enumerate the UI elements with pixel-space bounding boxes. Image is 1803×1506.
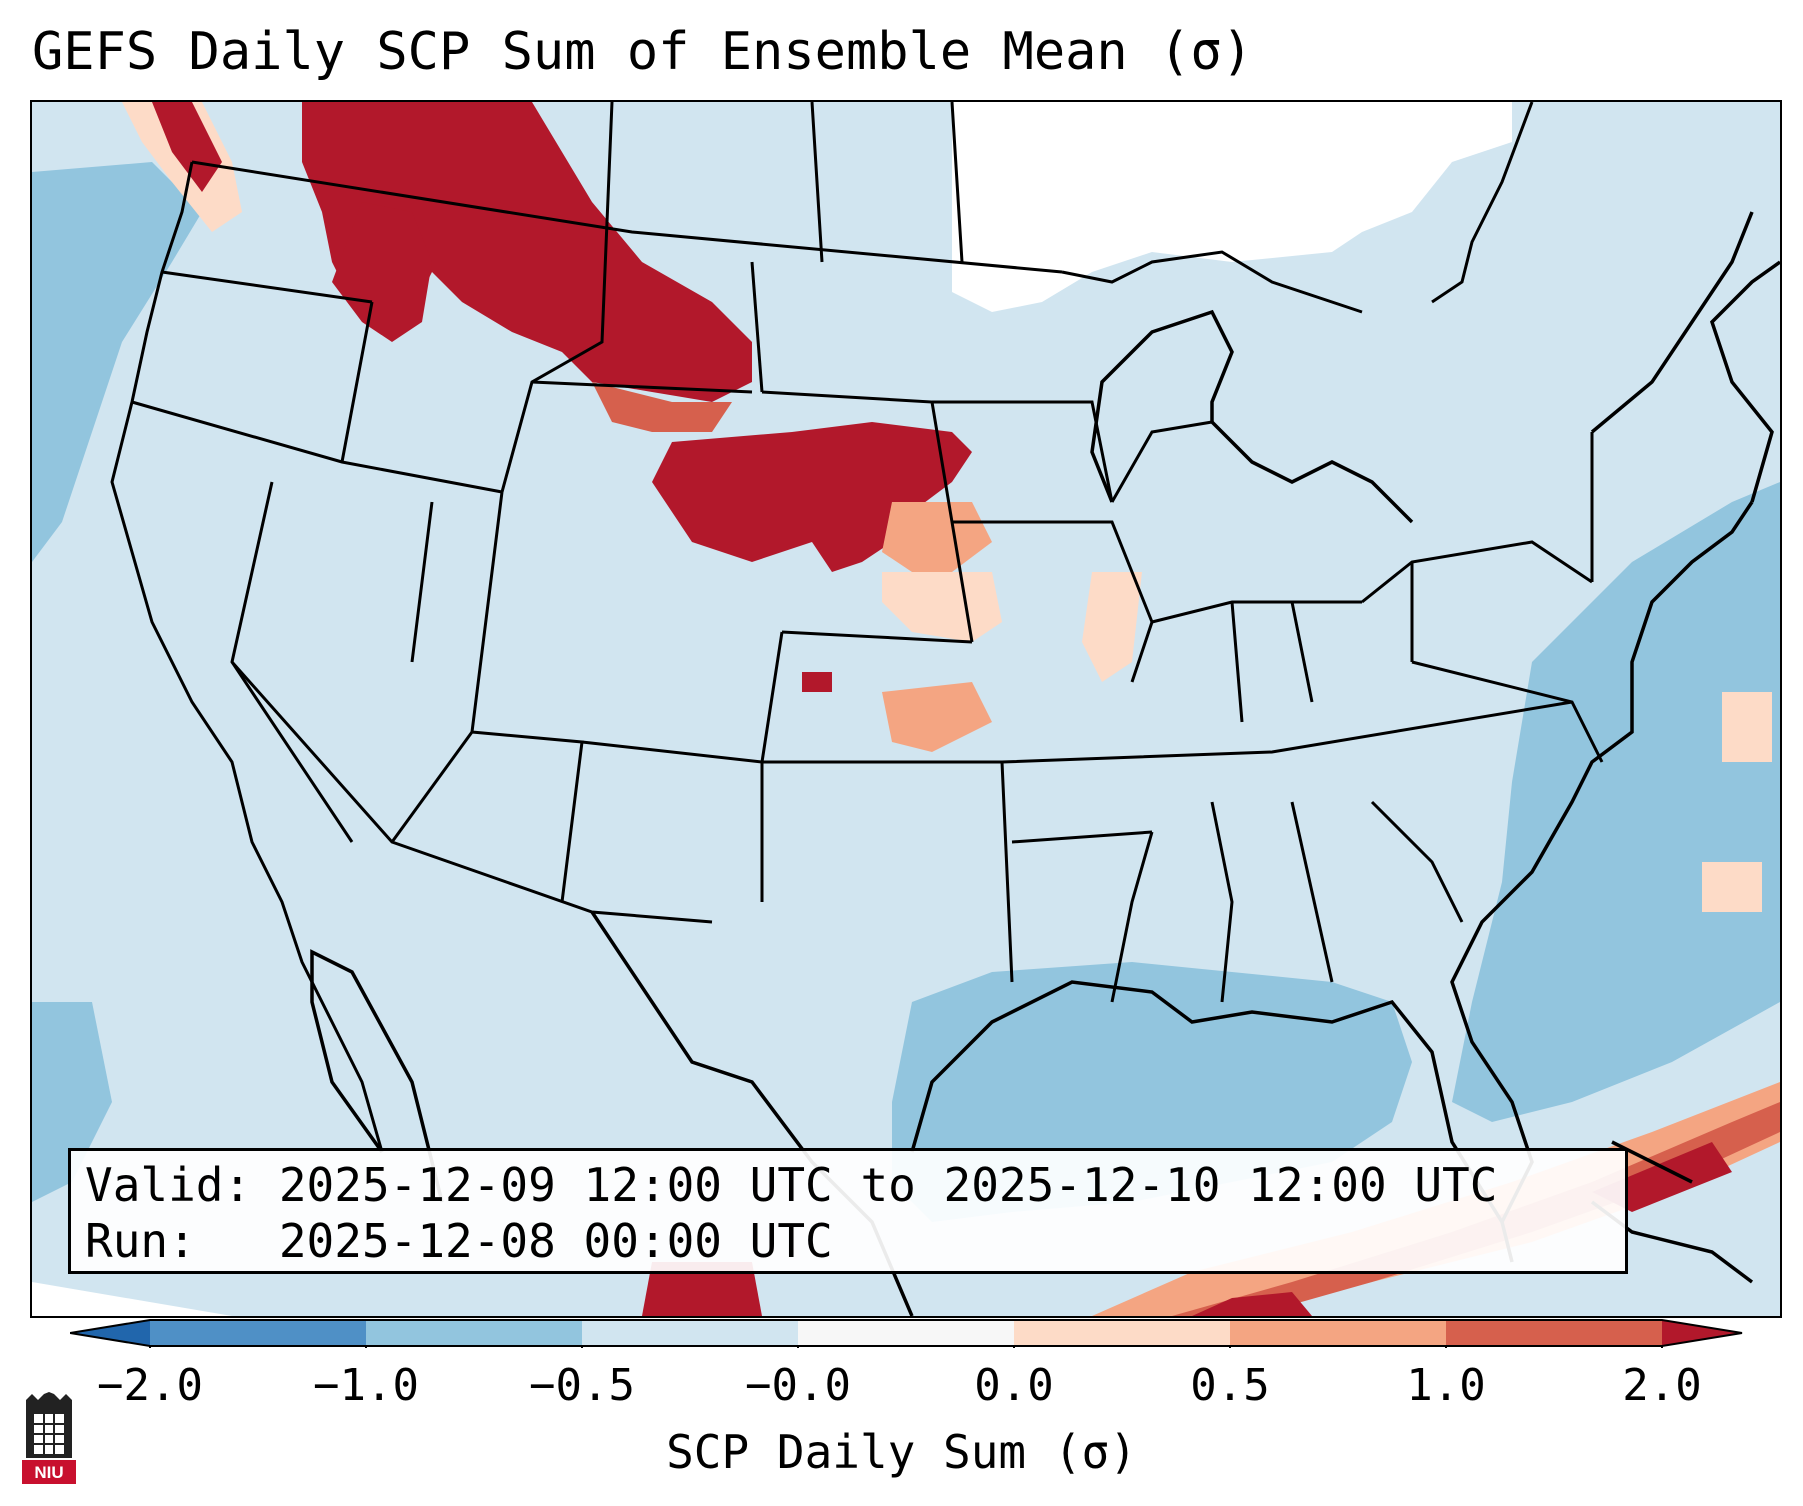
kansas-edge (882, 682, 992, 752)
logo-text: NIU (34, 1463, 63, 1482)
scp-map (32, 102, 1780, 1316)
projection-edge (32, 1282, 232, 1316)
colorbar (70, 1319, 1743, 1348)
colorbar-tick-label: 1.0 (1406, 1360, 1486, 1411)
pacific-negative-anomaly (32, 162, 202, 562)
pacific-south-core (642, 1262, 762, 1316)
idaho-core (332, 202, 432, 342)
colorbar-under-arrow (70, 1320, 150, 1346)
map-panel[interactable] (30, 100, 1782, 1318)
political-boundaries (110, 102, 1604, 1153)
colorbar-bin-3 (582, 1320, 798, 1346)
colorbar-bin-2 (366, 1320, 582, 1346)
atlantic-low-patch (1722, 692, 1772, 762)
colorbar-tick-label: −1.0 (313, 1360, 419, 1411)
mississippi-valley-positive (1082, 572, 1142, 682)
colorbar-label: SCP Daily Sum (σ) (666, 1425, 1137, 1479)
northern-rockies-positive-area (122, 102, 242, 232)
colorbar-bin-4 (798, 1320, 1014, 1346)
pacific-negative-anomaly-south (32, 1002, 112, 1202)
caribbean-core-south (1192, 1292, 1312, 1316)
northern-rockies-core (152, 102, 222, 192)
kansas-core-patch (802, 672, 832, 692)
colorbar-bin-6 (1230, 1320, 1446, 1346)
colorbar-tick-label: −0.5 (529, 1360, 635, 1411)
coastlines (310, 211, 1780, 1316)
colorbar-tick-label: 0.0 (974, 1360, 1054, 1411)
nebraska-edge (882, 502, 992, 572)
colorbar-tick-label: −2.0 (97, 1360, 203, 1411)
colorbar-tick-label: −0.0 (745, 1360, 851, 1411)
colorbar-tick-label: 0.5 (1190, 1360, 1270, 1411)
colorbar-bin-5 (1014, 1320, 1230, 1346)
near-zero-region (952, 102, 1512, 312)
map-title: GEFS Daily SCP Sum of Ensemble Mean (σ) (32, 22, 1253, 82)
niu-logo: NIU (22, 1392, 76, 1484)
colorbar-bin-7 (1446, 1320, 1662, 1346)
atlantic-low-patch-2 (1702, 862, 1762, 912)
montana-core (302, 102, 752, 402)
run-time-line: Run: 2025-12-08 00:00 UTC (85, 1214, 833, 1268)
valid-time-line: Valid: 2025-12-09 12:00 UTC to 2025-12-1… (85, 1158, 1498, 1212)
valid-time-box: Valid: 2025-12-09 12:00 UTC to 2025-12-1… (68, 1148, 1628, 1274)
colorbar-tick-label: 2.0 (1622, 1360, 1702, 1411)
kansas-positive (882, 572, 1002, 642)
colorbar-over-arrow (1662, 1320, 1742, 1346)
wyoming-dakotas-edge (592, 382, 732, 432)
colorbar-bin-1 (150, 1320, 366, 1346)
atlantic-negative-anomaly (1452, 482, 1780, 1122)
